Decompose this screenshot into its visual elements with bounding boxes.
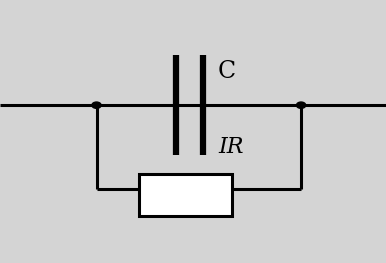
Bar bbox=[139, 174, 232, 216]
Circle shape bbox=[296, 102, 306, 108]
Bar bbox=[31, 18, 355, 245]
Text: IR: IR bbox=[218, 136, 244, 158]
Circle shape bbox=[92, 102, 101, 108]
Text: C: C bbox=[218, 59, 236, 83]
